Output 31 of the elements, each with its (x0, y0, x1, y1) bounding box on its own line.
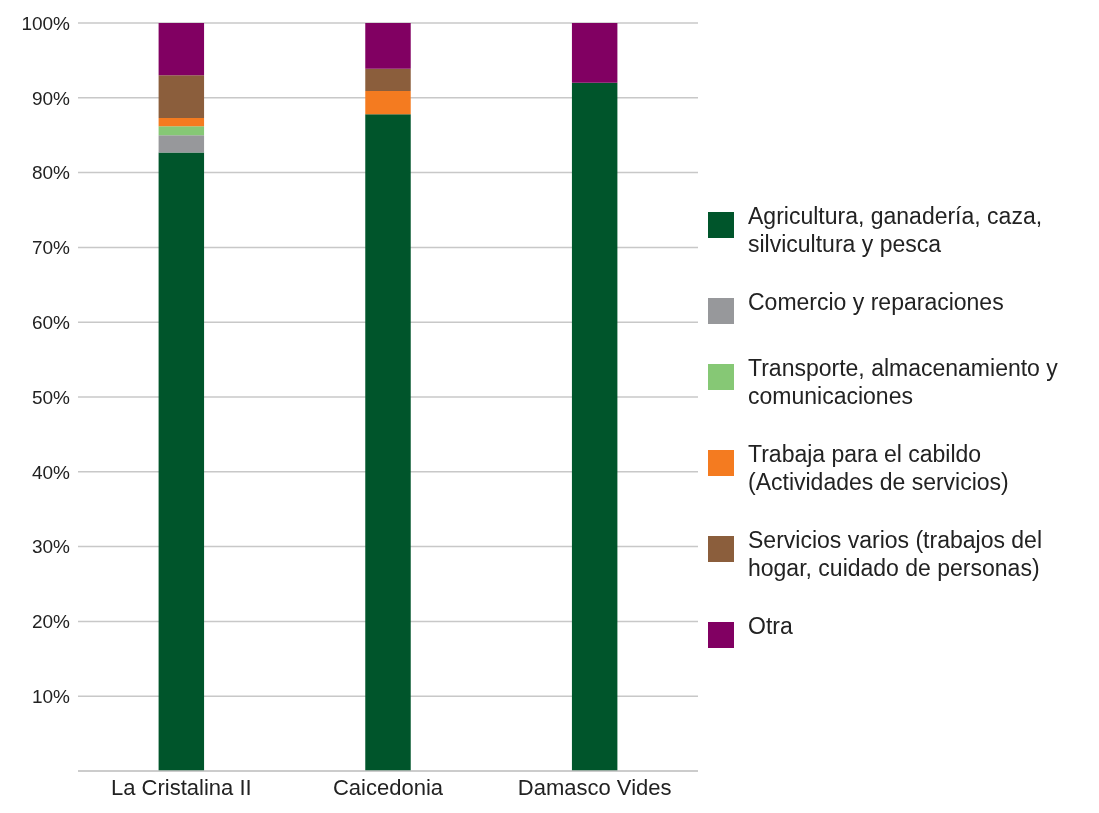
bar (158, 126, 205, 136)
legend-label: Trabaja para el cabildo (Actividades de servicios) (748, 439, 1010, 496)
y-tick-label: 60% (31, 311, 71, 333)
y-tick-label: 90% (31, 87, 71, 109)
bar (365, 114, 411, 771)
y-tick-label: 50% (31, 386, 71, 408)
bar (571, 23, 618, 83)
y-tick-label: 20% (31, 611, 71, 633)
bar (158, 118, 205, 127)
bar (158, 152, 205, 771)
x-tick-label: Caicedonia (332, 774, 444, 800)
bar (158, 75, 205, 118)
x-tick-label: La Cristalina II (111, 774, 252, 800)
y-tick-label: 70% (31, 237, 71, 259)
legend-label: Agricultura, ganadería, caza, silvicultura y pesca (748, 201, 1044, 258)
bar (158, 135, 205, 153)
y-tick-label: 10% (31, 685, 71, 707)
y-tick-label: 80% (31, 162, 71, 184)
y-tick-label: 100% (21, 12, 71, 34)
bar (365, 23, 411, 69)
y-tick-label: 40% (31, 461, 71, 483)
y-tick-label: 30% (31, 536, 71, 558)
legend-label: Comercio y reparaciones (748, 287, 1004, 316)
x-tick-label: Damasco Vides (517, 774, 672, 800)
legend-label: Otra (748, 611, 793, 640)
bar (571, 82, 618, 771)
legend-label: Transporte, almacenamiento y comunicaciones (748, 353, 1059, 410)
bar (365, 68, 411, 92)
legend-label: Servicios varios (trabajos del hogar, cuidado de personas) (748, 525, 1043, 582)
bar (365, 91, 411, 115)
bar (158, 23, 205, 76)
